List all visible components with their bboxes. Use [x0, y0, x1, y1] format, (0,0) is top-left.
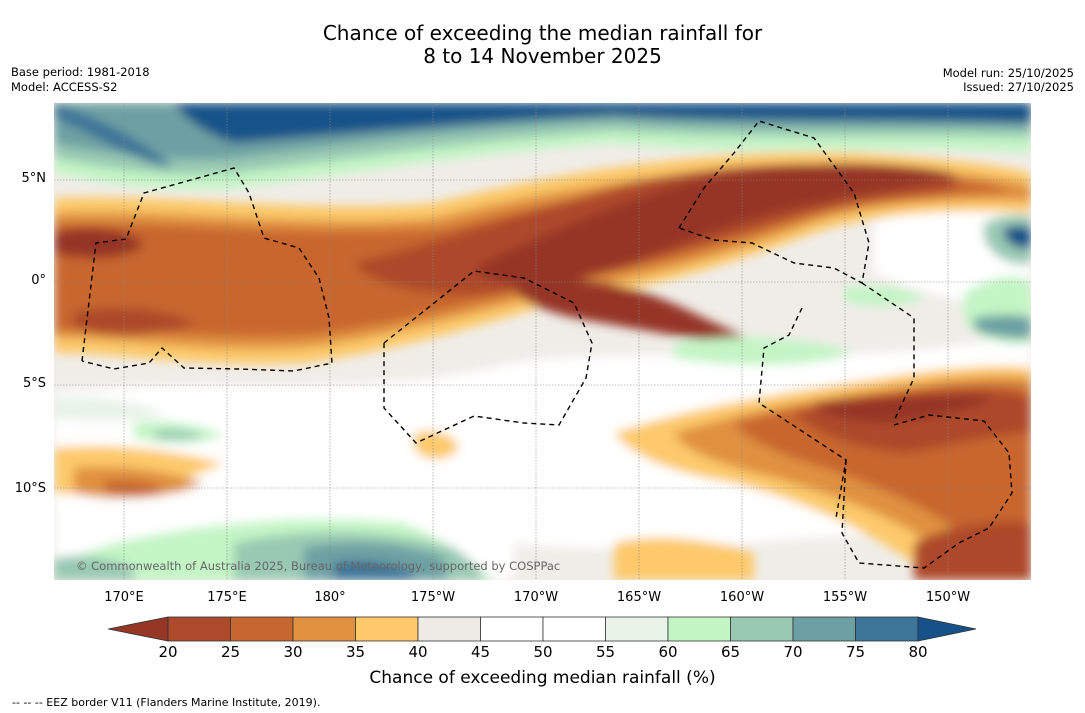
lat-label-5s: 5°S	[22, 376, 46, 391]
colorbar-cell	[667, 616, 731, 642]
issued-label: Issued: 27/10/2025	[963, 80, 1074, 94]
lon-label-175w: 175°W	[410, 590, 456, 605]
colorbar-cell	[855, 616, 919, 642]
colorbar	[108, 616, 977, 642]
lon-label-165w: 165°W	[616, 590, 662, 605]
colorbar-tick-label: 65	[720, 643, 741, 661]
map-credit-text: © Commonwealth of Australia 2025, Bureau…	[76, 559, 560, 573]
colorbar-cell	[542, 616, 606, 642]
colorbar-cell	[355, 616, 419, 642]
colorbar-tick-label: 20	[158, 643, 178, 661]
model-label: Model: ACCESS-S2	[11, 80, 118, 94]
base-period-label: Base period: 1981-2018	[11, 65, 150, 79]
map-title-line1: Chance of exceeding the median rainfall …	[322, 21, 763, 45]
colorbar-tick-label: 45	[470, 643, 491, 661]
colorbar-tick-label: 55	[595, 643, 616, 661]
map-title-line2: 8 to 14 November 2025	[423, 44, 662, 68]
colorbar-tick-label: 75	[845, 643, 866, 661]
lat-label-5n: 5°N	[21, 171, 47, 186]
lon-label-180: 180°	[314, 590, 346, 605]
colorbar-tick-label: 40	[408, 643, 428, 661]
model-run-label: Model run: 25/10/2025	[942, 66, 1074, 80]
lon-label-170w: 170°W	[513, 590, 559, 605]
lon-label-155w: 155°W	[822, 590, 868, 605]
lon-label-170e: 170°E	[104, 590, 144, 605]
lat-label-10s: 10°S	[14, 481, 46, 496]
colorbar-cell	[167, 616, 231, 642]
colorbar-tick-label: 80	[908, 643, 928, 661]
lon-label-175e: 175°E	[207, 590, 247, 605]
lon-label-150w: 150°W	[925, 590, 971, 605]
eez-legend: -- -- -- EEZ border V11 (Flanders Marine…	[12, 696, 321, 709]
colorbar-cell	[230, 616, 294, 642]
eez-borders	[81, 120, 1013, 569]
colorbar-high-extend	[917, 616, 977, 642]
map-graticule	[54, 103, 1031, 580]
colorbar-cell	[605, 616, 669, 642]
lon-label-160w: 160°W	[719, 590, 765, 605]
colorbar-cell	[730, 616, 794, 642]
colorbar-cell	[480, 616, 544, 642]
colorbar-cell	[292, 616, 356, 642]
colorbar-tick-label: 60	[658, 643, 678, 661]
colorbar-tick-label: 30	[283, 643, 303, 661]
colorbar-tick-label: 25	[220, 643, 241, 661]
colorbar-cell	[417, 616, 481, 642]
colorbar-tick-label: 35	[345, 643, 366, 661]
colorbar-low-extend	[108, 616, 169, 642]
colorbar-tick-label: 50	[533, 643, 553, 661]
rainfall-map: © Commonwealth of Australia 2025, Bureau…	[54, 103, 1031, 580]
colorbar-title: Chance of exceeding median rainfall (%)	[369, 668, 716, 688]
colorbar-tick-label: 70	[783, 643, 803, 661]
rainfall-map-canvas: © Commonwealth of Australia 2025, Bureau…	[54, 103, 1031, 580]
colorbar-cell	[792, 616, 856, 642]
lat-label-0: 0°	[31, 273, 46, 288]
